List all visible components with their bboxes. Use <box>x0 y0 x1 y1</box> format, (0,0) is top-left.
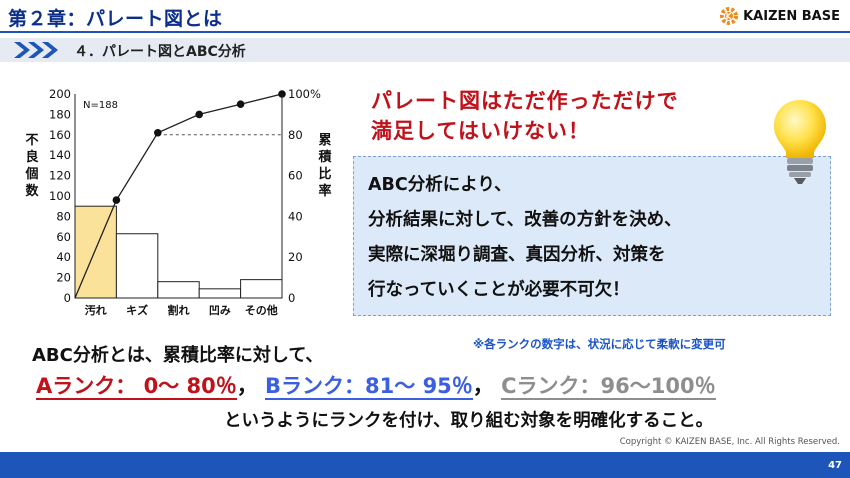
y-tick-label: 60 <box>56 230 71 244</box>
section-title: ４．パレート図とABC分析 <box>74 44 246 60</box>
bar <box>157 281 200 299</box>
y2-tick-label: 60 <box>288 169 303 183</box>
y-tick-label: 180 <box>49 107 71 121</box>
cumulative-polyline <box>74 93 283 299</box>
info-line-4: 行なっていくことが必要不可欠！ <box>368 280 630 300</box>
company-logo: KAIZEN BASE <box>719 6 840 26</box>
y-tick-label: 100 <box>49 189 71 203</box>
cumulative-point <box>154 128 162 137</box>
rank-c: Cランク：96～100％ <box>501 374 716 400</box>
x-category-label: 凹み <box>209 304 231 317</box>
y-axis-label-char: 不 <box>25 133 38 148</box>
subheader-bar <box>0 38 850 62</box>
y-tick-label: 40 <box>56 250 71 264</box>
heading-line-2: 満足してはいけない！ <box>371 119 590 143</box>
lightbulb-icon <box>774 100 826 184</box>
rank-definitions: Aランク： 0～ 80％， Bランク：81～ 95％， Cランク：96～100％ <box>36 370 716 400</box>
y-tick-label: 140 <box>49 148 71 162</box>
abc-definition-conclusion: というようにランクを付け、取り組む対象を明確化すること。 <box>224 411 714 431</box>
x-category-label: 割れ <box>168 303 190 317</box>
sample-size-annotation: N=188 <box>83 100 118 111</box>
y-tick-label: 160 <box>49 128 71 142</box>
rank-b: Bランク：81～ 95％ <box>265 374 473 400</box>
x-axis-categories: 汚れ キズ 割れ 凹み その他 <box>85 303 278 317</box>
y2-axis-label-char: 累 <box>318 132 331 148</box>
y-tick-label: 120 <box>49 169 71 183</box>
y-tick-label: 200 <box>49 87 71 101</box>
bar <box>240 279 283 299</box>
y2-axis-ticks: 0 20 40 60 80 100% <box>288 87 321 305</box>
rank-separator-2: ， <box>472 374 494 398</box>
cumulative-point <box>236 100 245 108</box>
y2-tick-label: 20 <box>288 250 303 264</box>
abc-definition-intro: ABC分析とは、累積比率に対して、 <box>32 345 324 366</box>
copyright: Copyright © KAIZEN BASE, Inc. All Rights… <box>619 437 840 447</box>
info-line-2: 分析結果に対して、改善の方針を決め、 <box>368 210 682 230</box>
pareto-chart: 0 20 40 60 80 100 120 140 160 180 200 0 20 40 60 80 100… <box>24 87 332 317</box>
logo-text: KAIZEN BASE <box>743 8 840 24</box>
cumulative-point <box>112 196 121 204</box>
page-title: 第２章：パレート図とは <box>8 8 223 30</box>
rank-note: ※各ランクの数字は、状況に応じて柔軟に変更可 <box>473 337 726 351</box>
y-tick-label: 0 <box>64 291 71 305</box>
info-line-1: ABC分析により、 <box>368 175 512 195</box>
y-axis-label-char: 良 <box>25 149 38 165</box>
chevron-arrows-icon <box>14 42 58 58</box>
y2-axis-label-char: 積 <box>317 149 332 165</box>
bar <box>115 233 159 299</box>
y-tick-label: 80 <box>56 209 71 223</box>
y2-axis-label-char: 比 <box>318 166 331 182</box>
x-category-label: その他 <box>245 303 278 317</box>
info-line-3: 実際に深堀り調査、真因分析、対策を <box>368 245 666 265</box>
header-divider <box>0 31 850 33</box>
y-axis-ticks: 0 20 40 60 80 100 120 140 160 180 200 <box>49 87 71 305</box>
y-axis-label-char: 数 <box>25 183 39 199</box>
y-tick-label: 20 <box>56 271 71 285</box>
y2-tick-label: 40 <box>288 209 303 223</box>
rank-a: Aランク： 0～ 80％ <box>36 374 237 400</box>
x-category-label: 汚れ <box>85 303 107 317</box>
page-number: 47 <box>828 460 842 471</box>
rank-separator-1: ， <box>236 374 258 398</box>
y2-axis-label-char: 率 <box>318 183 331 199</box>
gear-icon <box>720 7 739 25</box>
heading-line-1: パレート図はただ作っただけで <box>371 89 679 113</box>
bar <box>198 288 242 299</box>
y2-tick-label: 0 <box>288 291 295 305</box>
bars <box>74 205 283 299</box>
y2-tick-label: 80 <box>288 128 303 142</box>
cumulative-point <box>195 110 203 119</box>
x-category-label: キズ <box>126 303 148 317</box>
info-box <box>353 156 831 316</box>
info-text: ABC分析により、 分析結果に対して、改善の方針を決め、 実際に深堀り調査、真因… <box>368 168 682 308</box>
y2-tick-label: 100% <box>288 87 321 101</box>
main-heading: パレート図はただ作っただけで 満足してはいけない！ <box>371 86 679 146</box>
y2-axis-label: 累積比率 <box>317 132 332 199</box>
y-axis-label-char: 個 <box>24 166 38 182</box>
footer-bar <box>0 452 850 478</box>
